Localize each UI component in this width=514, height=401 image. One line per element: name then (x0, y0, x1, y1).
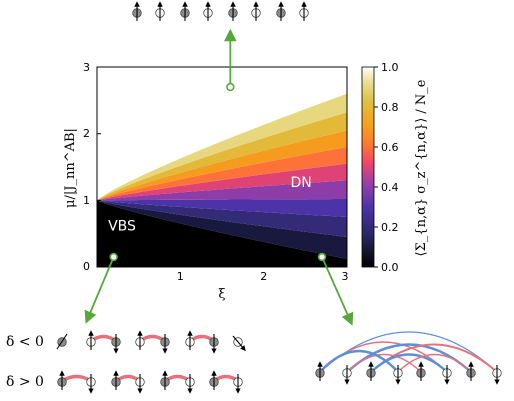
spin-site (228, 1, 238, 21)
spin-site (442, 365, 452, 385)
spin-site (492, 365, 502, 385)
spin-site (251, 1, 261, 21)
spin-site (203, 1, 213, 21)
colorbar: 0.0 0.2 0.4 0.6 0.8 1.0 ⟨Σ_{n,α} σ_z^{n,α}⟩ /… (361, 61, 429, 274)
spin-site (160, 334, 170, 354)
bond (346, 353, 422, 373)
contour-band-7 (97, 112, 347, 201)
bond (318, 349, 400, 374)
vbs-state-marker (109, 252, 118, 262)
y-tick-0: 0 (83, 260, 90, 273)
spin-site (366, 361, 376, 381)
spin-chain-delta-positive (57, 370, 243, 394)
contour-band-1 (97, 200, 347, 237)
spin-site (56, 333, 68, 350)
contour-band-2 (97, 199, 347, 217)
spin-site (299, 1, 309, 21)
colorbar-tick-label: 0.8 (381, 101, 399, 114)
contour-band-9 (97, 75, 347, 201)
top-state-marker (226, 82, 235, 92)
colorbar-tick-label: 1.0 (381, 61, 399, 74)
vbs-state-arrow (84, 256, 115, 324)
contour-band-6 (97, 130, 347, 201)
spin-site (57, 370, 67, 390)
spin-site (466, 361, 476, 381)
x-tick-3: 3 (342, 270, 349, 283)
spin-site (132, 1, 142, 21)
dn-state-arrow (321, 256, 354, 326)
x-tick-2: 2 (260, 270, 267, 283)
colorbar-gradient (361, 66, 375, 268)
contour-band-4 (97, 163, 347, 201)
contour-band-5 (97, 147, 347, 201)
region-label-vbs: VBS (108, 218, 136, 234)
spin-chain-delta-negative (56, 330, 246, 354)
colorbar-tick-label: 0.6 (381, 141, 399, 154)
spin-site (111, 334, 121, 354)
delta-positive-label: δ > 0 (6, 374, 44, 390)
spin-site (276, 1, 286, 21)
spin-chain-dn (315, 331, 502, 385)
y-tick-1: 1 (83, 194, 90, 207)
y-axis-label: μ/|J_nn^AB| (63, 128, 78, 208)
contour-band-3 (97, 180, 347, 201)
vbs-region (97, 200, 347, 267)
colorbar-label: ⟨Σ_{n,α} σ_z^{n,α}⟩ / N_e (414, 79, 429, 256)
spin-site (342, 365, 352, 385)
spin-site (185, 330, 195, 350)
colorbar-tick-label: 0.4 (381, 181, 399, 194)
bond (369, 353, 449, 374)
x-axis: 1 2 3 ξ (177, 263, 349, 302)
phase-diagram: 1 2 3 ξ 0 1 2 3 μ/|J_nn^AB| VBS DN (63, 61, 349, 302)
spin-site (180, 1, 190, 21)
plot-frame (96, 66, 348, 268)
colorbar-tick-label: 0.2 (381, 221, 399, 234)
spin-site (135, 330, 145, 350)
y-axis: 0 1 2 3 μ/|J_nn^AB| (63, 61, 101, 273)
spin-site (111, 370, 121, 390)
contour-band-8 (97, 93, 347, 201)
green-arrows (84, 28, 354, 326)
spin-site (416, 361, 426, 381)
spin-site (315, 361, 325, 381)
delta-negative-label: δ < 0 (6, 334, 44, 350)
spin-site (160, 370, 170, 390)
spin-site (86, 374, 96, 394)
x-axis-label: ξ (218, 287, 225, 302)
spin-site (135, 374, 145, 394)
spin-site (185, 374, 195, 394)
contour-band-0 (97, 200, 347, 259)
spin-site (393, 365, 403, 385)
spin-site (209, 370, 219, 390)
saturated-region (97, 67, 347, 201)
spin-site (155, 1, 165, 21)
spin-site (86, 330, 96, 350)
spin-site (232, 335, 246, 352)
dn-state-marker (317, 252, 327, 262)
y-tick-3: 3 (83, 61, 90, 74)
spin-site (233, 374, 243, 394)
top-spin-chain (132, 1, 309, 21)
spin-site (209, 334, 219, 354)
x-tick-1: 1 (177, 270, 184, 283)
contour-bands (97, 67, 347, 267)
colorbar-ticks: 0.0 0.2 0.4 0.6 0.8 1.0 (374, 61, 399, 274)
colorbar-tick-label: 0.0 (381, 261, 399, 274)
y-tick-2: 2 (83, 127, 90, 140)
region-label-dn: DN (291, 175, 312, 191)
bond (397, 353, 472, 373)
